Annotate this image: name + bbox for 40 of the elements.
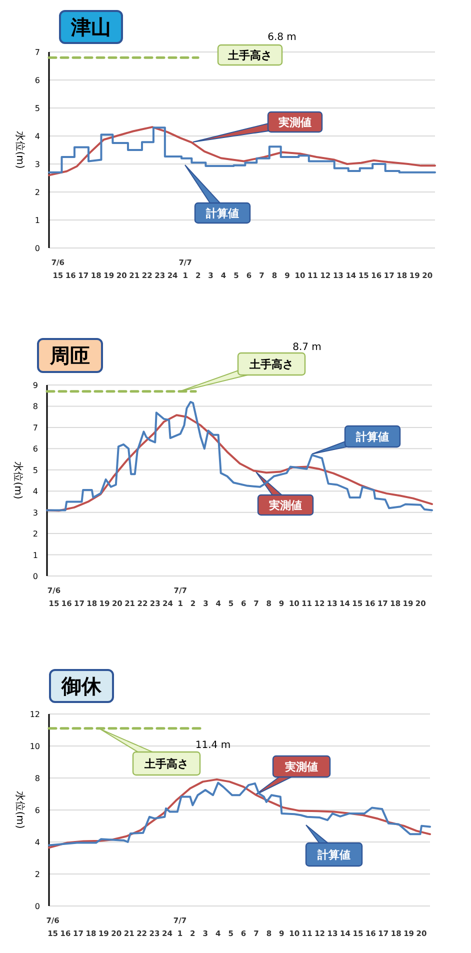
y-tick-label: 1 (34, 216, 40, 225)
y-tick-label: 4 (34, 132, 40, 141)
text: 8.7 m (292, 342, 322, 353)
y-tick-label: 7 (34, 48, 40, 57)
y-tick-label: 6 (32, 444, 38, 454)
y-tick-label: 0 (32, 572, 38, 581)
callout: 計算値 (305, 824, 363, 867)
y-tick-label: 3 (34, 160, 40, 169)
chart-title: 御休 (60, 674, 102, 698)
y-axis-title: 水位(m) (12, 462, 24, 500)
text: 6.8 m (268, 32, 296, 43)
y-axis-title: 水位(m) (14, 131, 26, 169)
chart-title: 津山 (70, 15, 111, 39)
callout: 実測値 (192, 111, 323, 142)
y-tick-label: 12 (30, 710, 40, 719)
y-tick-label: 6 (34, 806, 40, 815)
y-tick-label: 10 (30, 742, 40, 751)
callout: 実測値 (256, 472, 314, 516)
callout: 計算値 (184, 164, 251, 224)
y-tick-label: 5 (34, 104, 40, 113)
y-axis-title: 水位(m) (14, 791, 26, 829)
callout: 土手高さ (217, 44, 283, 66)
y-tick-label: 0 (34, 902, 40, 911)
y-tick-label: 7 (32, 423, 38, 432)
callout: 計算値 (312, 425, 401, 454)
y-tick-label: 2 (34, 188, 40, 197)
y-tick-label: 4 (32, 487, 38, 496)
chart-title: 周匝 (49, 344, 90, 368)
y-tick-label: 6 (34, 76, 40, 85)
y-tick-label: 3 (32, 508, 38, 518)
y-tick-label: 1 (32, 550, 38, 560)
y-tick-label: 8 (34, 774, 40, 783)
y-tick-label: 8 (32, 402, 38, 412)
annotation: 11.4 m (195, 740, 231, 751)
y-tick-label: 5 (32, 466, 38, 475)
y-tick-label: 0 (34, 244, 40, 253)
y-tick-label: 9 (32, 381, 38, 390)
y-tick-label: 2 (34, 870, 40, 879)
y-tick-label: 2 (32, 530, 38, 539)
y-tick-label: 4 (34, 838, 40, 847)
